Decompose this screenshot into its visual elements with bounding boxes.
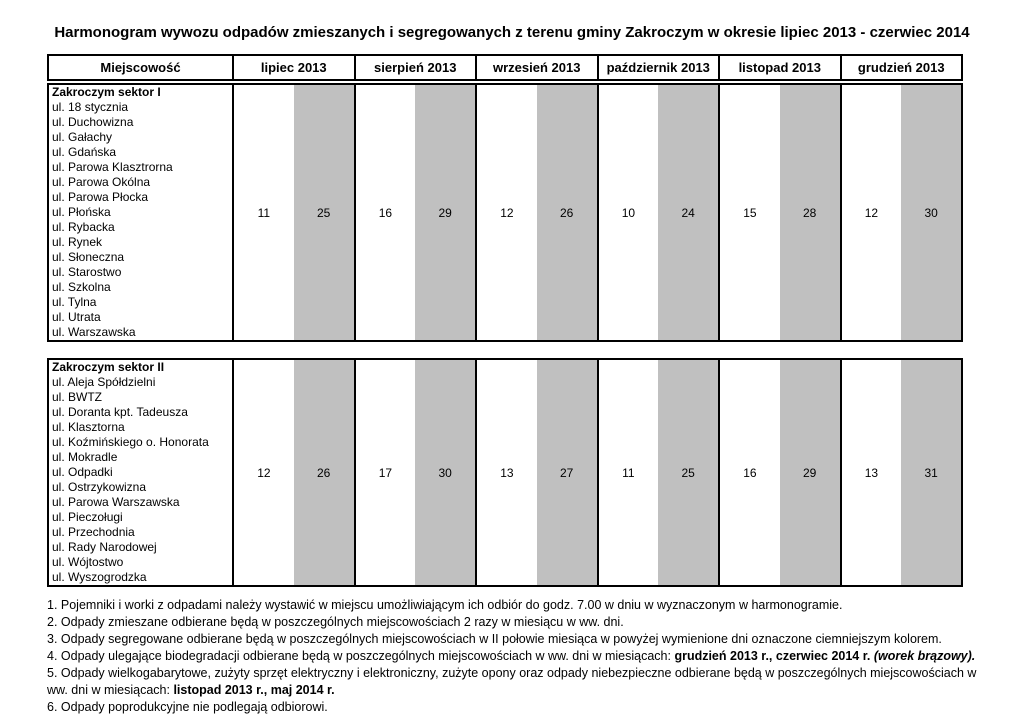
pickup-date-segregated: 24 — [658, 85, 718, 340]
street-label: ul. Pieczoługi — [52, 510, 123, 524]
note-segment: 4. Odpady ulegające biodegradacji odbier… — [47, 649, 675, 663]
month-column: 15 28 — [718, 85, 840, 340]
street-label: ul. Tylna — [52, 295, 97, 309]
pickup-date-segregated: 28 — [779, 85, 840, 340]
street-label: ul. Słoneczna — [52, 250, 125, 264]
street-label: ul. Ostrzykowizna — [52, 480, 147, 494]
notes-list: 1. Pojemniki i worki z odpadami należy w… — [47, 597, 997, 716]
pickup-date-mixed: 12 — [257, 465, 271, 480]
column-header: sierpień 2013 — [353, 56, 476, 79]
pickup-date-mixed: 13 — [500, 465, 514, 480]
street-label: ul. Klasztorna — [52, 420, 125, 434]
street-label: ul. Koźmińskiego o. Honorata — [52, 435, 209, 449]
column-header: wrzesień 2013 — [475, 56, 597, 79]
pickup-date-mixed: 12 — [500, 205, 514, 220]
note-segment: grudzień 2013 r., czerwiec 2014 r. — [674, 649, 874, 663]
month-column: 12 26 — [475, 85, 597, 340]
street-label: ul. Szkolna — [52, 280, 111, 294]
street-label: ul. Wójtostwo — [52, 555, 124, 569]
street-label: ul. Parowa Klasztrorna — [52, 160, 173, 174]
month-column: 11 25 — [232, 85, 354, 340]
street-label: ul. Rady Narodowej — [52, 540, 157, 554]
street-label: ul. Utrata — [52, 310, 101, 324]
note-segment: 3. Odpady segregowane odbierane będą w p… — [47, 632, 942, 646]
street-label: ul. Przechodnia — [52, 525, 135, 539]
street-label: ul. BWTZ — [52, 390, 102, 404]
month-column: 17 30 — [353, 360, 475, 585]
note-segment: 1. Pojemniki i worki z odpadami należy w… — [47, 598, 843, 612]
note-segment: 5. Odpady wielkogabarytowe, zużyty sprzę… — [47, 666, 977, 697]
note-segment: 2. Odpady zmieszane odbierane będą w pos… — [47, 615, 624, 629]
pickup-date-segregated: 26 — [536, 85, 597, 340]
street-label: ul. Płońska — [52, 205, 111, 219]
note-item: 3. Odpady segregowane odbierane będą w p… — [47, 631, 997, 648]
pickup-date-segregated: 26 — [293, 360, 354, 585]
month-column: 11 25 — [596, 360, 718, 585]
street-label: ul. 18 stycznia — [52, 100, 129, 114]
street-label: ul. Rybacka — [52, 220, 115, 234]
note-segment: (worek brązowy). — [873, 649, 976, 663]
street-label: ul. Parowa Płocka — [52, 190, 149, 204]
page-title: Harmonogram wywozu odpadów zmieszanych i… — [54, 24, 970, 41]
column-header: grudzień 2013 — [839, 56, 962, 79]
note-segment: 6. Odpady poprodukcyjne nie podlegają od… — [47, 700, 328, 714]
note-segment: listopad 2013 r., maj 2014 r. — [173, 683, 335, 697]
column-header: lipiec 2013 — [232, 56, 354, 79]
note-item: 4. Odpady ulegające biodegradacji odbier… — [47, 648, 997, 665]
pickup-date-segregated: 29 — [415, 85, 475, 340]
streets-column: Zakroczym sektor II ul. Aleja Spółdzielni… — [49, 360, 232, 585]
pickup-date-segregated: 25 — [658, 360, 718, 585]
pickup-date-mixed: 15 — [743, 205, 757, 220]
pickup-date-segregated: 30 — [415, 360, 475, 585]
month-column: 13 31 — [839, 360, 961, 585]
street-label: ul. Rynek — [52, 235, 103, 249]
street-label: ul. Parowa Warszawska — [52, 495, 180, 509]
month-column: 12 30 — [839, 85, 961, 340]
street-label: ul. Mokradle — [52, 450, 118, 464]
column-header: październik 2013 — [596, 56, 719, 79]
pickup-date-segregated: 25 — [293, 85, 354, 340]
month-column: 12 26 — [232, 360, 354, 585]
street-label: ul. Odpadki — [52, 465, 113, 479]
street-label: ul. Aleja Spółdzielni — [52, 375, 156, 389]
pickup-date-segregated: 31 — [901, 360, 961, 585]
street-label: ul. Doranta kpt. Tadeusza — [52, 405, 188, 419]
note-item: 6. Odpady poprodukcyjne nie podlegają od… — [47, 699, 997, 716]
month-column: 13 27 — [475, 360, 597, 585]
schedule-table: Miejscowość lipiec 2013 sierpień 2013 wrzes… — [47, 54, 963, 587]
street-label: ul. Wyszogrodzka — [52, 570, 147, 584]
schedule-section: Zakroczym sektor II ul. Aleja Spółdzielni… — [47, 358, 963, 587]
table-header-row: Miejscowość lipiec 2013 sierpień 2013 wrzes… — [47, 54, 963, 81]
month-column: 10 24 — [596, 85, 718, 340]
note-item: 5. Odpady wielkogabarytowe, zużyty sprzę… — [47, 665, 997, 699]
street-label: ul. Starostwo — [52, 265, 122, 279]
pickup-date-mixed: 16 — [743, 465, 757, 480]
pickup-date-mixed: 11 — [622, 465, 635, 480]
street-label: ul. Gdańska — [52, 145, 117, 159]
note-item: 1. Pojemniki i worki z odpadami należy w… — [47, 597, 997, 614]
pickup-date-mixed: 10 — [621, 205, 636, 220]
month-column: 16 29 — [718, 360, 840, 585]
column-header: Miejscowość — [100, 60, 181, 75]
street-label: ul. Duchowizna — [52, 115, 134, 129]
pickup-date-segregated: 29 — [779, 360, 840, 585]
sector-name: Zakroczym sektor II — [52, 360, 165, 374]
sector-name: Zakroczym sektor I — [52, 85, 161, 99]
month-column: 16 29 — [353, 85, 475, 340]
pickup-date-mixed: 17 — [378, 465, 393, 480]
pickup-date-segregated: 30 — [901, 85, 961, 340]
note-item: 2. Odpady zmieszane odbierane będą w pos… — [47, 614, 997, 631]
column-header: listopad 2013 — [718, 56, 840, 79]
pickup-date-mixed: 16 — [378, 205, 393, 220]
pickup-date-mixed: 11 — [257, 205, 271, 220]
pickup-date-mixed: 13 — [864, 465, 879, 480]
street-label: ul. Warszawska — [52, 325, 136, 339]
pickup-date-segregated: 27 — [536, 360, 597, 585]
street-label: ul. Gałachy — [52, 130, 113, 144]
pickup-date-mixed: 12 — [864, 205, 879, 220]
street-label: ul. Parowa Okólna — [52, 175, 151, 189]
